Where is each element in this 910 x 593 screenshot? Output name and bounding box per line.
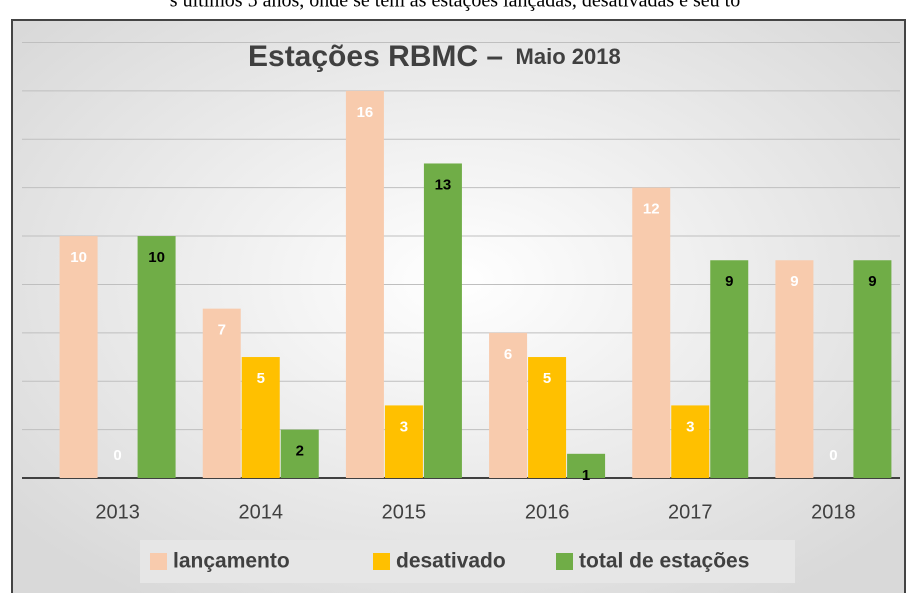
data-label: 9 <box>790 273 798 290</box>
bar <box>202 308 241 478</box>
data-label: 16 <box>357 104 374 121</box>
x-tick-label: 2017 <box>668 501 713 523</box>
data-label: 3 <box>400 418 408 435</box>
x-tick-label: 2018 <box>811 501 856 523</box>
bar <box>528 357 567 478</box>
subtitle: Maio 2018 <box>516 44 621 69</box>
data-label: 9 <box>725 273 733 290</box>
x-tick-label: 2016 <box>525 501 570 523</box>
bar <box>241 357 280 478</box>
legend-label: desativado <box>396 550 506 573</box>
chart-title: Estações RBMC – Maio 2018 <box>248 40 621 73</box>
bar <box>632 187 671 478</box>
x-tick-label: 2013 <box>95 501 140 523</box>
legend-box <box>140 540 795 583</box>
bar <box>775 260 814 478</box>
data-label: 0 <box>113 447 121 464</box>
bar <box>423 163 462 478</box>
legend-label: total de estações <box>579 550 749 573</box>
data-label: 2 <box>296 443 304 460</box>
bar <box>567 453 606 478</box>
data-label: 10 <box>70 249 87 266</box>
bar <box>853 260 892 478</box>
bar <box>710 260 749 478</box>
data-label: 1 <box>582 467 590 484</box>
bar <box>137 236 176 478</box>
x-tick-label: 2014 <box>239 501 284 523</box>
bar <box>59 236 98 478</box>
bar <box>345 90 384 478</box>
legend-label: lançamento <box>173 550 290 573</box>
data-label: 5 <box>543 370 551 387</box>
data-label: 13 <box>435 176 452 193</box>
legend-swatch <box>373 553 390 570</box>
data-label: 3 <box>686 418 694 435</box>
data-label: 0 <box>829 447 837 464</box>
bar <box>671 405 710 478</box>
bar <box>489 332 528 478</box>
data-label: 5 <box>257 370 265 387</box>
data-label: 9 <box>868 273 876 290</box>
legend-swatch <box>150 553 167 570</box>
bar <box>280 429 319 478</box>
bar <box>384 405 423 478</box>
x-tick-label: 2015 <box>382 501 427 523</box>
data-label: 12 <box>643 201 660 218</box>
data-label: 6 <box>504 346 512 363</box>
caption: s últimos 5 anos, onde se tem as estaçõe… <box>170 0 740 12</box>
legend-swatch <box>556 553 573 570</box>
data-label: 7 <box>218 322 226 339</box>
data-label: 10 <box>148 249 165 266</box>
title: Estações RBMC – <box>248 40 503 73</box>
